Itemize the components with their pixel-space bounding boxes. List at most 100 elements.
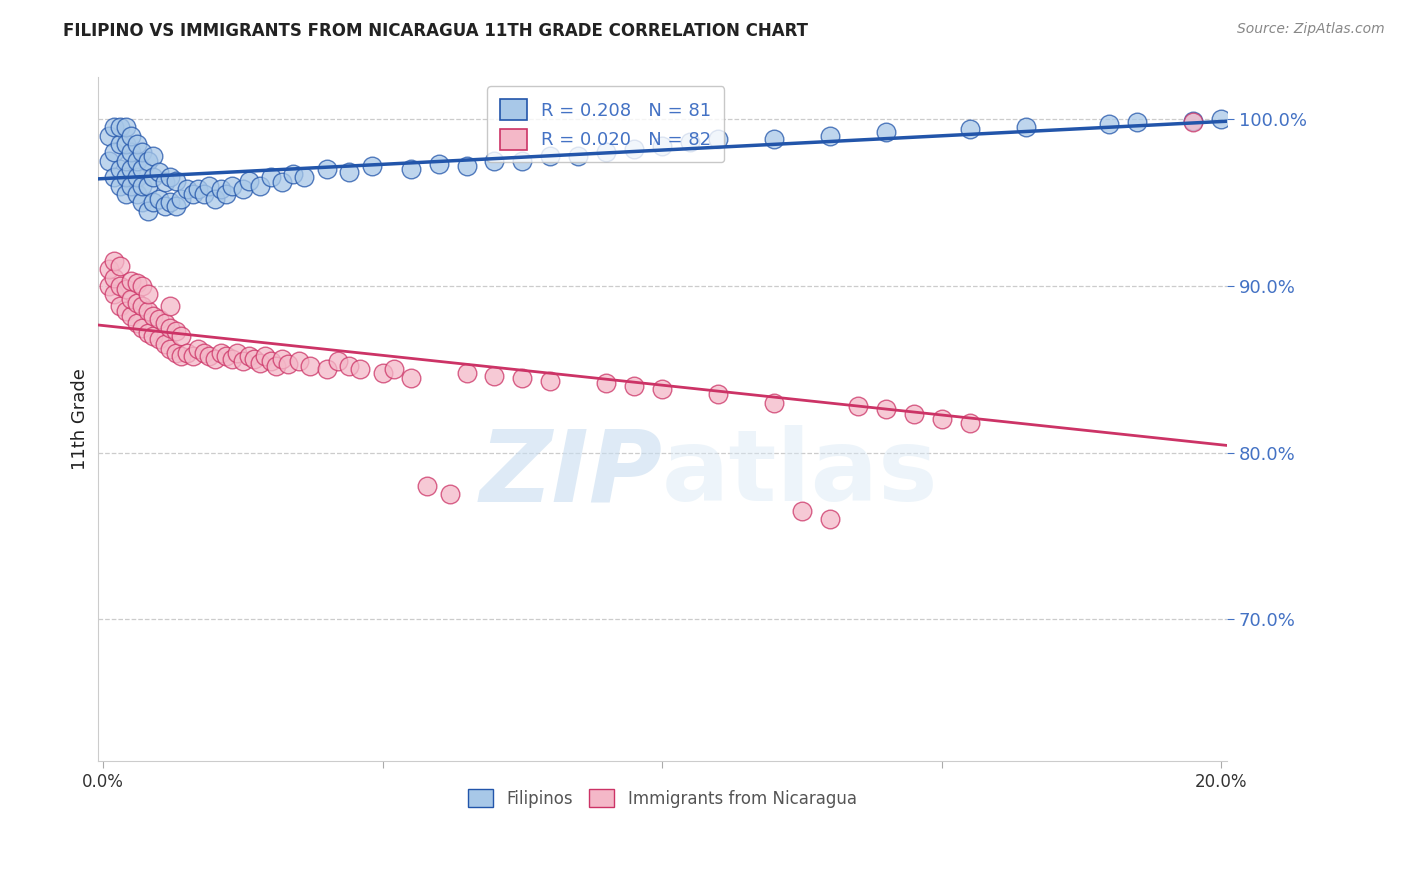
Point [120,162,142,177]
Point [198,178,221,193]
Point [875,126,897,140]
Point [125,170,148,185]
Point [120,274,142,288]
Point [623,142,645,156]
Point [114,187,136,202]
Point [108,137,131,152]
Point [651,138,673,153]
Point [337,359,360,373]
Point [651,382,673,396]
Point [114,153,136,168]
Point [131,299,153,313]
Point [790,504,813,518]
Point [266,359,288,373]
Point [120,128,142,143]
Point [1014,120,1036,135]
Point [315,162,337,177]
Point [427,157,450,171]
Point [249,355,271,369]
Point [108,120,131,135]
Point [136,304,159,318]
Point [567,149,589,163]
Point [243,352,266,367]
Point [238,349,260,363]
Point [97,278,120,293]
Point [148,312,170,326]
Point [707,387,730,401]
Y-axis label: 11th Grade: 11th Grade [72,368,89,470]
Point [108,178,131,193]
Point [159,299,181,313]
Point [416,479,439,493]
Point [456,366,478,380]
Point [193,345,215,359]
Point [204,192,226,206]
Point [193,187,215,202]
Point [288,354,311,368]
Point [260,170,283,185]
Point [277,357,299,371]
Point [136,178,159,193]
Point [103,287,125,301]
Point [114,170,136,185]
Point [103,145,125,160]
Point [125,137,148,152]
Point [875,402,897,417]
Point [165,345,187,359]
Text: atlas: atlas [662,425,939,523]
Point [114,120,136,135]
Point [108,259,131,273]
Point [763,395,786,409]
Point [187,182,209,196]
Point [136,287,159,301]
Point [159,170,181,185]
Point [382,362,405,376]
Point [226,345,249,359]
Point [679,136,702,150]
Point [439,487,461,501]
Point [959,122,981,136]
Point [176,182,198,196]
Point [623,379,645,393]
Point [159,320,181,334]
Point [114,282,136,296]
Point [209,345,232,359]
Point [337,165,360,179]
Point [204,352,226,367]
Point [294,170,316,185]
Point [538,374,561,388]
Point [254,349,277,363]
Point [903,407,925,421]
Point [326,354,349,368]
Point [142,170,165,185]
Point [818,128,841,143]
Point [125,295,148,310]
Point [120,309,142,323]
Point [142,149,165,163]
Point [1182,115,1205,129]
Point [125,276,148,290]
Point [238,174,260,188]
Point [103,270,125,285]
Legend: Filipinos, Immigrants from Nicaragua: Filipinos, Immigrants from Nicaragua [461,783,863,814]
Point [131,320,153,334]
Point [159,343,181,357]
Point [120,292,142,306]
Text: Source: ZipAtlas.com: Source: ZipAtlas.com [1237,22,1385,37]
Point [125,187,148,202]
Point [181,349,204,363]
Point [114,304,136,318]
Point [142,329,165,343]
Point [595,145,617,160]
Point [512,370,534,384]
Point [931,412,953,426]
Point [215,187,238,202]
Point [484,368,506,383]
Point [298,359,321,373]
Point [707,132,730,146]
Point [153,176,176,190]
Point [153,337,176,351]
Point [187,343,209,357]
Point [959,416,981,430]
Point [349,362,371,376]
